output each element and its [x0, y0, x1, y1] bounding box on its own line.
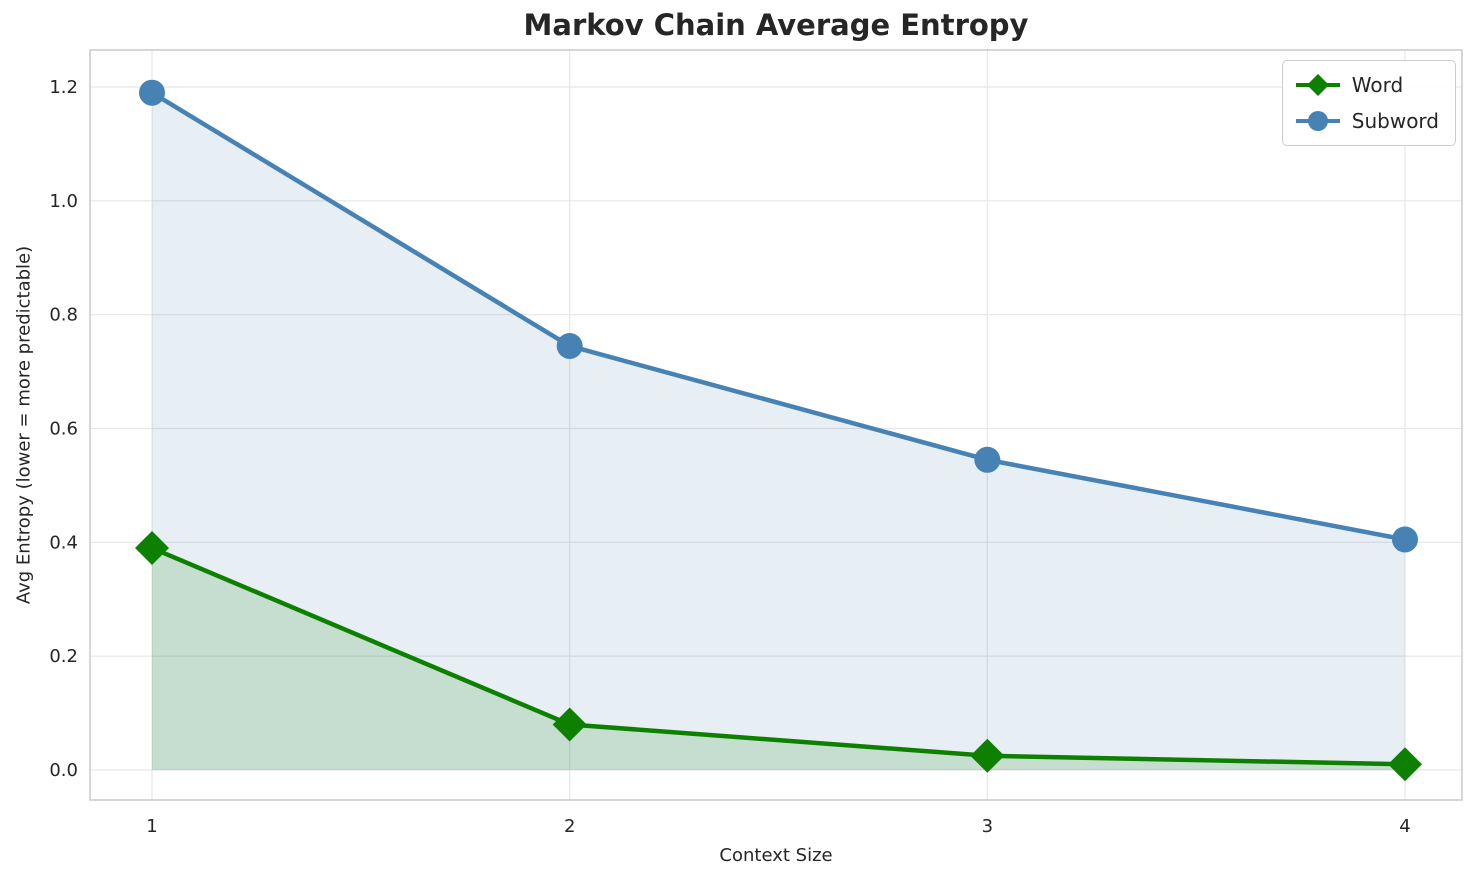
- svg-text:0.8: 0.8: [49, 305, 78, 326]
- x-axis-label: Context Size: [719, 845, 833, 866]
- series-word: [135, 531, 1422, 782]
- svg-text:0.2: 0.2: [49, 646, 78, 667]
- series-line-subword: [149, 90, 1408, 542]
- svg-text:0.6: 0.6: [49, 419, 78, 440]
- subword-marker-icon: [556, 332, 583, 359]
- series-subword: [139, 79, 1418, 553]
- x-tick-labels: 1 2 3 4: [146, 816, 1410, 837]
- series-fill-word: [152, 548, 1405, 770]
- svg-text:1.2: 1.2: [49, 77, 78, 98]
- subword-legend-marker-icon: [1295, 111, 1340, 131]
- series-fill-subword: [152, 92, 1405, 771]
- word-marker-icon: [970, 738, 1005, 773]
- svg-text:1: 1: [146, 816, 157, 837]
- chart-title: Markov Chain Average Entropy: [523, 8, 1029, 42]
- series-line-word: [149, 545, 1408, 767]
- subword-marker-icon: [139, 79, 165, 106]
- svg-text:3: 3: [982, 816, 993, 837]
- gridlines: [90, 50, 1462, 800]
- subword-marker-icon: [1392, 526, 1418, 553]
- legend: Word Subword: [1281, 60, 1456, 146]
- svg-text:1.0: 1.0: [49, 191, 78, 212]
- word-legend-marker-icon: [1295, 74, 1340, 96]
- legend-label-word: Word: [1351, 73, 1404, 97]
- svg-text:0.4: 0.4: [49, 532, 78, 553]
- y-tick-labels: 0.0 0.2 0.4 0.6 0.8 1.0 1.2: [49, 77, 78, 781]
- plot-frame: [89, 49, 1463, 801]
- word-marker-icon: [1388, 747, 1422, 782]
- legend-label-subword: Subword: [1351, 109, 1439, 133]
- plot-area: [90, 50, 1462, 800]
- svg-text:2: 2: [564, 816, 575, 837]
- svg-text:4: 4: [1399, 816, 1410, 837]
- subword-marker-icon: [974, 446, 1001, 473]
- word-marker-icon: [135, 531, 169, 566]
- legend-item-word: Word: [1294, 70, 1439, 100]
- word-marker-icon: [552, 707, 587, 742]
- legend-item-subword: Subword: [1294, 106, 1439, 136]
- svg-text:0.0: 0.0: [49, 760, 78, 781]
